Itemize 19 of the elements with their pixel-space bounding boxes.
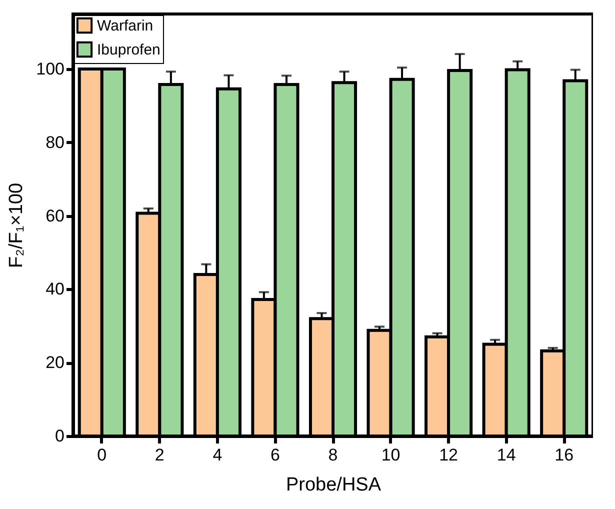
legend-label: Ibuprofen bbox=[97, 42, 160, 58]
x-tick-label: 0 bbox=[97, 446, 107, 464]
legend-label: Warfarin bbox=[97, 18, 154, 34]
x-tick-label: 8 bbox=[328, 446, 338, 464]
y-tick-label: 40 bbox=[46, 280, 64, 299]
y-tick-label: 0 bbox=[55, 426, 64, 446]
y-axis-title: F₂/F₁×100 bbox=[6, 182, 28, 268]
y-tick-label: 60 bbox=[46, 206, 64, 226]
x-tick-label: 16 bbox=[554, 446, 574, 464]
y-tick-label: 80 bbox=[46, 132, 64, 152]
x-axis-title: Probe/HSA bbox=[286, 474, 382, 496]
x-tick-label: 12 bbox=[439, 446, 458, 464]
x-tick-label: 6 bbox=[270, 446, 280, 464]
x-tick-label: 10 bbox=[381, 446, 400, 464]
x-tick-label: 2 bbox=[154, 446, 164, 464]
y-tick-label: 20 bbox=[46, 353, 64, 372]
x-tick-label: 4 bbox=[212, 446, 222, 464]
y-tick-label: 100 bbox=[36, 60, 64, 79]
x-tick-label: 14 bbox=[496, 446, 516, 464]
